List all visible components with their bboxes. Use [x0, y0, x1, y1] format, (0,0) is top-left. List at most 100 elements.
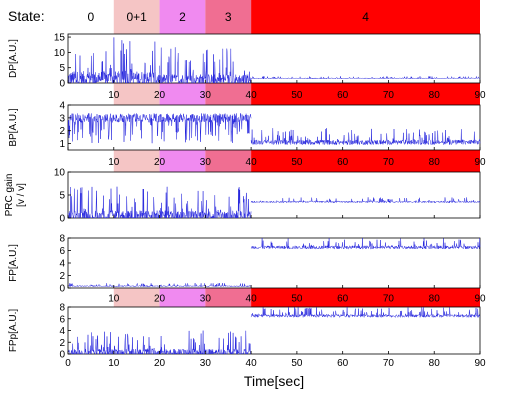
y-axis-label: FPp[A.U.] [8, 309, 19, 353]
panel-0: 0 5 10 15 DP[A.U.] [8, 33, 481, 90]
x-tick-label: 40 [246, 358, 258, 369]
state-band-3-4 [251, 288, 480, 307]
y-tick-label: 4 [59, 101, 65, 112]
x-tick-label: 30 [200, 358, 212, 369]
state-label: 2 [179, 10, 186, 24]
x-tick-label: 90 [474, 358, 486, 369]
x-tick-label: 50 [291, 358, 303, 369]
y-tick-label: 8 [59, 234, 65, 245]
band-tick-label: 60 [337, 294, 349, 305]
series-line [67, 37, 481, 84]
x-tick-label: 10 [108, 358, 120, 369]
state-band-0-3 [205, 0, 252, 34]
band-tick-label: 60 [337, 90, 349, 101]
x-tick-label: 70 [383, 358, 395, 369]
state-label: 0+1 [126, 10, 147, 24]
band-tick-label: 50 [291, 157, 303, 168]
y-tick-label: 5 [59, 191, 65, 202]
y-tick-label: 1 [59, 139, 65, 150]
series-line [67, 237, 481, 288]
y-axis-label: BP[A.U.] [8, 108, 19, 147]
y-tick-label: 8 [59, 303, 65, 314]
y-axis-label: FP[A.U.] [8, 244, 19, 282]
band-tick-label: 80 [429, 157, 441, 168]
state-band-0-1 [113, 0, 160, 34]
band-tick-label: 20 [154, 157, 166, 168]
y-tick-label: 5 [59, 63, 65, 74]
state-band-1-4 [251, 83, 480, 105]
y-tick-label: 15 [54, 33, 66, 44]
y-tick-label: 2 [59, 271, 65, 282]
y-tick-label: 0 [59, 79, 65, 90]
panel-frame [67, 171, 481, 219]
x-tick-label: 20 [154, 358, 166, 369]
state-band-0-4 [251, 0, 480, 34]
band-tick-label: 20 [154, 294, 166, 305]
state-band-2-3 [205, 150, 252, 172]
y-tick-label: 2 [59, 338, 65, 349]
panel-2: 0 5 10 PRC gain [v / v] [4, 168, 481, 225]
y-tick-label: 6 [59, 314, 65, 325]
band-tick-label: 70 [383, 90, 395, 101]
band-tick-label: 10 [108, 90, 120, 101]
state-band-2-0 [68, 150, 114, 172]
state-header-label: State: [8, 8, 45, 24]
series-line [67, 113, 481, 146]
panel-frame [67, 237, 481, 289]
state-band-0-2 [159, 0, 206, 34]
y-tick-label: 2 [59, 126, 65, 137]
band-tick-label: 40 [246, 157, 258, 168]
y-tick-label: 0 [59, 350, 65, 361]
band-tick-label: 90 [474, 90, 486, 101]
x-tick-label: 0 [65, 358, 71, 369]
state-band-1-3 [205, 83, 252, 105]
band-tick-label: 90 [474, 294, 486, 305]
series-line [67, 186, 481, 219]
y-tick-label: 3 [59, 113, 65, 124]
band-tick-label: 40 [246, 90, 258, 101]
state-band-2-1 [113, 150, 160, 172]
state-band-1-0 [68, 83, 114, 105]
band-tick-label: 70 [383, 294, 395, 305]
state-label: 4 [362, 10, 369, 24]
y-tick-label: 0 [59, 214, 65, 225]
y-axis-label: PRC gain [4, 174, 15, 217]
panel-frame [67, 306, 481, 355]
y-tick-label: 10 [54, 48, 66, 59]
band-tick-label: 30 [200, 157, 212, 168]
band-tick-label: 20 [154, 90, 166, 101]
state-label: 3 [225, 10, 232, 24]
band-tick-label: 30 [200, 294, 212, 305]
band-tick-label: 50 [291, 90, 303, 101]
y-tick-label: 4 [59, 259, 65, 270]
state-band-0-0 [68, 0, 114, 34]
panel-frame [67, 33, 481, 84]
band-tick-label: 10 [108, 294, 120, 305]
band-tick-label: 40 [246, 294, 258, 305]
state-band-3-0 [68, 288, 114, 307]
x-tick-label: 60 [337, 358, 349, 369]
y-axis-unit: [v / v] [16, 183, 27, 207]
band-tick-label: 50 [291, 294, 303, 305]
y-tick-label: 10 [54, 168, 66, 179]
state-header: State: [8, 8, 45, 24]
panel-1: 1 2 34 BP[A.U.] [8, 101, 481, 151]
band-tick-label: 30 [200, 90, 212, 101]
band-tick-label: 60 [337, 157, 349, 168]
state-band-3-1 [113, 288, 160, 307]
x-tick-label: 80 [429, 358, 441, 369]
band-tick-label: 90 [474, 157, 486, 168]
band-tick-label: 10 [108, 157, 120, 168]
y-tick-label: 0 [59, 284, 65, 295]
band-tick-label: 80 [429, 90, 441, 101]
state-band-1-1 [113, 83, 160, 105]
band-tick-label: 70 [383, 157, 395, 168]
state-band-3-2 [159, 288, 206, 307]
state-band-1-2 [159, 83, 206, 105]
panel-3: 0 24 68 FP[A.U.] [8, 234, 481, 295]
y-tick-label: 6 [59, 246, 65, 257]
state-band-2-2 [159, 150, 206, 172]
